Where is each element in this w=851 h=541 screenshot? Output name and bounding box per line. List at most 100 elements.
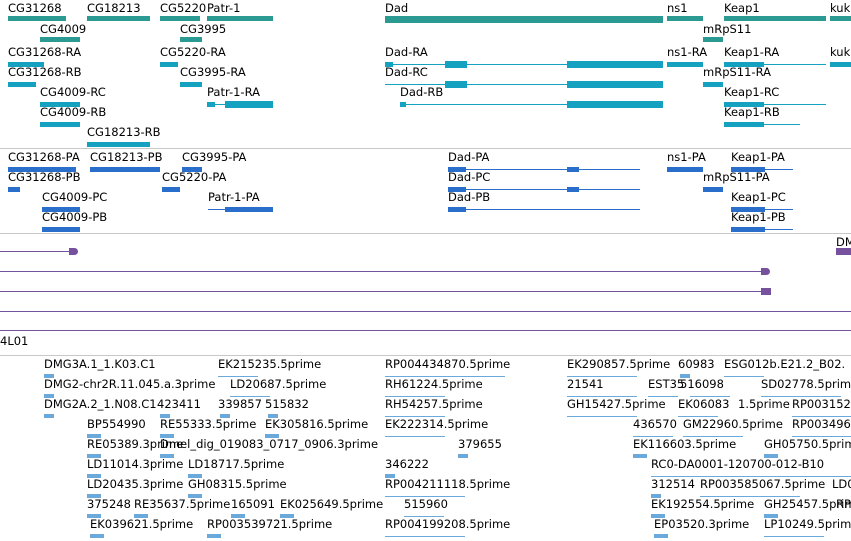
est-label[interactable]: 312514 [651,477,695,491]
est-label[interactable]: LP10249.5prime [764,517,851,531]
est-feature[interactable] [690,396,730,397]
est-label[interactable]: DMG2-chr2R.11.045.a.3prime [44,377,216,391]
protein-label[interactable]: Dad-PB [448,190,491,204]
transcript-exon[interactable] [207,102,215,107]
protein-exon[interactable] [731,167,765,172]
transcript-exon[interactable] [445,81,467,88]
est-feature[interactable] [87,494,101,498]
transcript-label[interactable]: Dad-RB [400,85,444,99]
alignment-label[interactable]: DM [836,235,851,249]
alignment-label[interactable]: 4L01 [0,334,29,348]
est-label[interactable]: DMG2A.2_1.N08.C1 [44,397,157,411]
est-label[interactable]: ESG012b.E21.2_B02. [724,357,846,371]
est-label[interactable]: RP003585067.5prime [700,477,826,491]
protein-feature[interactable] [8,187,20,192]
est-label[interactable]: LD20435.3prime [87,477,184,491]
protein-label[interactable]: Keap1-PA [731,150,785,164]
est-feature[interactable] [764,514,778,518]
est-label[interactable]: EK025649.5prime [280,497,384,511]
est-label[interactable]: 346222 [385,457,429,471]
est-label[interactable]: 379655 [458,437,502,451]
gene-label[interactable]: Dad [385,1,409,15]
est-label[interactable]: EK215235.5prime [218,357,322,371]
gene-feature[interactable] [87,16,150,21]
est-label[interactable]: RE35637.5prime [134,497,231,511]
est-label[interactable]: EK290857.5prime [567,357,671,371]
gene-feature[interactable] [40,37,80,42]
est-label[interactable]: RC0-DA0001-120700-012-B10 [651,457,825,471]
est-feature[interactable] [87,474,101,478]
transcript-label[interactable]: Dad-RA [385,46,428,59]
gene-label[interactable]: mRpS11 [703,22,752,36]
protein-label[interactable]: CG4009-PB [42,210,108,224]
est-feature[interactable] [90,534,104,538]
est-label[interactable]: EK192554.5prime [651,497,755,511]
transcript-label[interactable]: kuk [830,46,851,59]
est-feature[interactable] [700,496,800,497]
est-feature[interactable] [188,474,202,478]
protein-exon[interactable] [448,207,466,212]
est-label[interactable]: 165091 [231,497,275,511]
gene-label[interactable]: kuk [830,1,851,15]
est-label[interactable]: LD0 [832,477,851,491]
est-feature[interactable] [87,434,101,438]
alignment-line[interactable] [0,291,763,292]
est-label[interactable]: 515832 [265,397,309,411]
est-feature[interactable] [648,396,678,397]
est-feature[interactable] [230,396,270,397]
gene-feature[interactable] [667,16,703,21]
est-feature[interactable] [678,416,718,417]
est-label[interactable]: RP004211118.5prime [385,477,511,491]
est-label[interactable]: 436570 [633,417,677,431]
protein-label[interactable]: CG31268-PA [8,150,80,164]
protein-label[interactable]: CG3995-PA [182,150,247,164]
gene-label[interactable]: CG5220 [160,1,207,15]
protein-label[interactable]: Keap1-PC [731,190,786,204]
est-feature[interactable] [651,514,665,518]
est-feature[interactable] [385,376,505,377]
protein-label[interactable]: Patr-1-PA [208,190,260,204]
est-feature[interactable] [792,436,851,437]
protein-label[interactable]: Dad-PC [448,170,491,184]
protein-feature[interactable] [162,187,180,192]
est-label[interactable]: EK039621.5prime [90,517,194,531]
est-label[interactable]: LD11014.3prime [87,457,184,471]
est-label[interactable]: EK116603.5prime [633,437,737,451]
est-feature[interactable] [385,396,445,397]
protein-feature[interactable] [703,187,723,192]
transcript-label[interactable]: CG31268-RB [8,65,82,79]
protein-label[interactable]: CG31268-PB [8,170,81,184]
est-label[interactable]: 516098 [680,377,724,391]
est-label[interactable]: DMG3A.1_1.K03.C1 [44,357,156,371]
est-feature[interactable] [761,396,841,397]
transcript-label[interactable]: Patr-1-RA [207,85,260,99]
alignment-line[interactable] [0,330,851,331]
est-feature[interactable] [792,416,851,417]
est-feature[interactable] [724,376,764,377]
gene-feature[interactable] [207,16,273,21]
transcript-feature[interactable] [703,82,723,87]
est-label[interactable]: Dmel_dig_019083_0717_0906.3prime [160,437,379,451]
est-feature[interactable] [458,454,468,458]
gene-feature[interactable] [724,16,826,21]
est-label[interactable]: 375248 [87,497,131,511]
est-label[interactable]: RP004434870.5prime [385,357,511,371]
transcript-feature[interactable] [667,62,703,67]
est-label[interactable]: GH08315.5prime [188,477,287,491]
protein-exon[interactable] [567,187,579,192]
transcript-label[interactable]: CG4009-RC [40,85,106,99]
protein-exon[interactable] [448,167,466,172]
est-label[interactable]: LD18717.5prime [188,457,285,471]
est-feature[interactable] [385,416,445,417]
alignment-block[interactable] [761,268,770,275]
gene-feature[interactable] [703,37,723,42]
protein-feature[interactable] [667,167,703,172]
est-feature[interactable] [265,434,279,438]
alignment-line[interactable] [0,251,70,252]
est-label[interactable]: RH54257.5prime [385,397,483,411]
est-label[interactable]: SD02778.5prime [761,377,851,391]
est-label[interactable]: BP554990 [87,417,146,431]
transcript-feature[interactable] [8,62,44,67]
transcript-label[interactable]: Dad-RC [385,65,428,79]
transcript-label[interactable]: CG18213-RB [87,125,161,139]
